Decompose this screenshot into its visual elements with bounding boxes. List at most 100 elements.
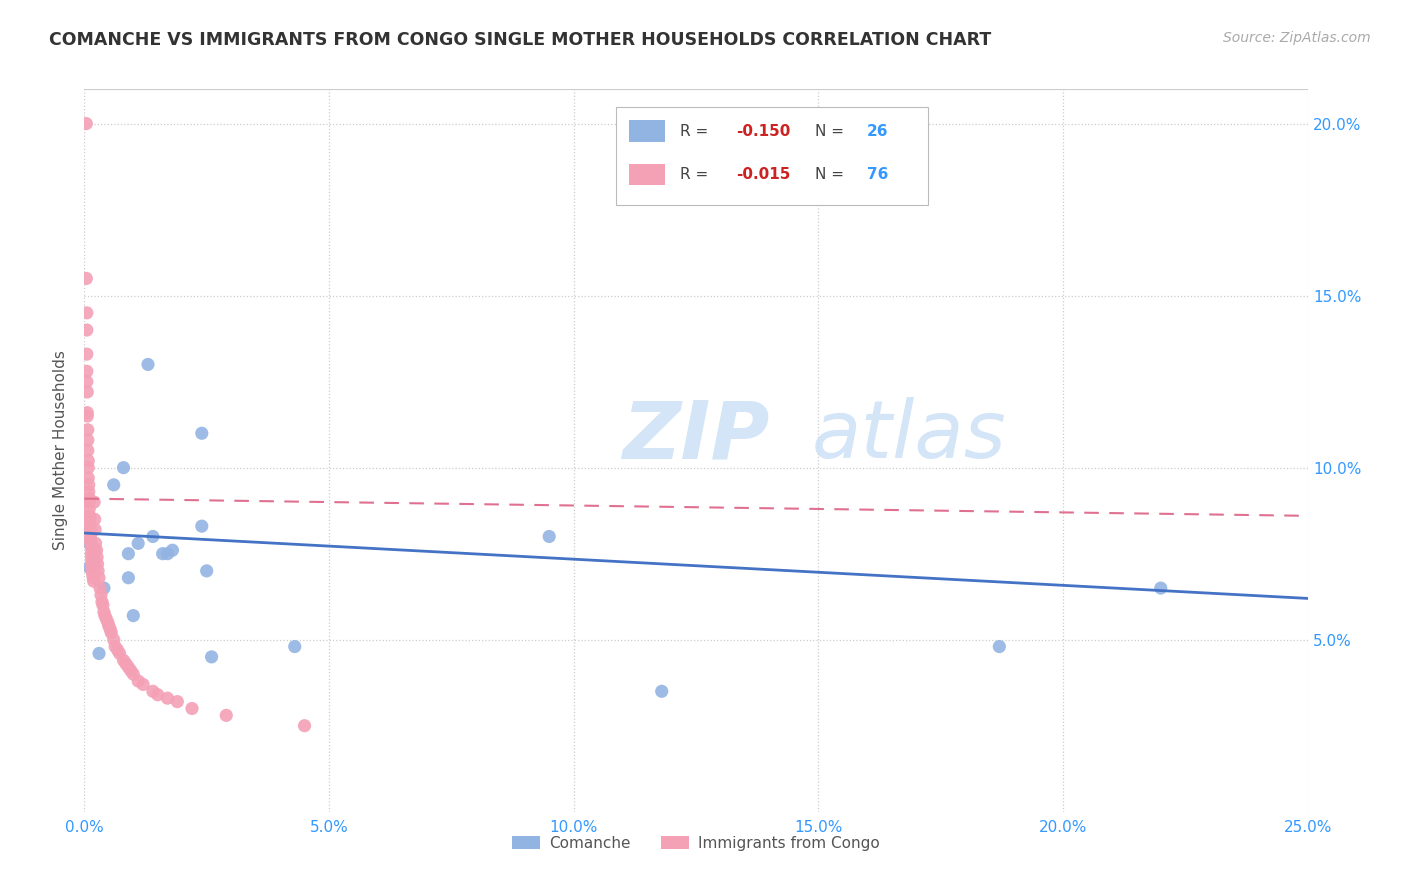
Point: [77, 495, 100, 509]
Point: [132, 677, 155, 691]
Point: [80, 540, 103, 554]
Point: [79, 519, 101, 533]
Text: ZIP: ZIP: [623, 397, 770, 475]
Text: N =: N =: [814, 167, 848, 182]
Point: [988, 640, 1011, 654]
Point: [76, 423, 98, 437]
Text: -0.015: -0.015: [737, 167, 790, 182]
Point: [96, 612, 118, 626]
Point: [89, 581, 111, 595]
Point: [87, 571, 110, 585]
Text: N =: N =: [814, 124, 848, 138]
Point: [80, 536, 103, 550]
Point: [80, 533, 103, 547]
Point: [77, 536, 100, 550]
Y-axis label: Single Mother Households: Single Mother Households: [53, 351, 69, 550]
Point: [76, 375, 98, 389]
Point: [294, 719, 316, 733]
Point: [122, 667, 145, 681]
Point: [215, 708, 238, 723]
Point: [195, 564, 218, 578]
Point: [156, 691, 179, 706]
Point: [94, 608, 117, 623]
Point: [76, 306, 98, 320]
Bar: [628, 120, 665, 142]
Point: [79, 512, 101, 526]
Point: [162, 543, 184, 558]
Point: [142, 529, 165, 543]
Point: [127, 673, 149, 688]
Point: [191, 426, 214, 441]
Point: [142, 684, 165, 698]
Point: [77, 478, 100, 492]
Point: [86, 557, 108, 571]
Point: [77, 508, 100, 523]
Point: [100, 625, 122, 640]
Point: [79, 523, 101, 537]
Point: [181, 701, 204, 715]
Point: [76, 443, 98, 458]
Point: [93, 581, 115, 595]
Point: [84, 523, 107, 537]
Point: [200, 649, 222, 664]
Point: [77, 471, 100, 485]
Point: [107, 643, 129, 657]
Point: [76, 406, 98, 420]
Point: [122, 608, 145, 623]
Point: [166, 695, 188, 709]
Point: [103, 632, 125, 647]
Point: [117, 547, 139, 561]
Point: [91, 595, 114, 609]
Point: [108, 647, 131, 661]
Point: [76, 384, 98, 399]
Point: [82, 560, 104, 574]
Point: [120, 664, 142, 678]
Point: [127, 536, 149, 550]
Point: [91, 599, 114, 613]
Point: [77, 484, 100, 499]
Point: [77, 560, 100, 574]
Point: [136, 358, 159, 372]
Point: [80, 550, 103, 565]
Text: 76: 76: [868, 167, 889, 182]
Point: [80, 547, 103, 561]
Point: [82, 557, 104, 571]
Text: R =: R =: [681, 167, 713, 182]
Point: [83, 495, 105, 509]
Point: [75, 271, 97, 285]
Text: R =: R =: [681, 124, 713, 138]
Point: [83, 553, 105, 567]
Bar: [628, 163, 665, 186]
Point: [76, 364, 98, 378]
Point: [284, 640, 307, 654]
Point: [146, 688, 169, 702]
Point: [80, 553, 103, 567]
Point: [75, 117, 97, 131]
Point: [77, 502, 100, 516]
Point: [87, 647, 110, 661]
Point: [191, 519, 214, 533]
Point: [84, 536, 107, 550]
Point: [76, 323, 98, 337]
Point: [156, 547, 179, 561]
Text: -0.150: -0.150: [737, 124, 790, 138]
Point: [104, 640, 127, 654]
Text: 26: 26: [868, 124, 889, 138]
Point: [112, 460, 135, 475]
Point: [538, 529, 561, 543]
Point: [82, 571, 104, 585]
Point: [98, 623, 121, 637]
Point: [77, 491, 100, 506]
Point: [83, 512, 105, 526]
Point: [87, 564, 110, 578]
Point: [83, 543, 105, 558]
Point: [77, 460, 100, 475]
Text: COMANCHE VS IMMIGRANTS FROM CONGO SINGLE MOTHER HOUSEHOLDS CORRELATION CHART: COMANCHE VS IMMIGRANTS FROM CONGO SINGLE…: [49, 31, 991, 49]
Point: [1150, 581, 1173, 595]
Point: [82, 564, 104, 578]
Point: [152, 547, 174, 561]
Point: [103, 478, 125, 492]
Point: [79, 529, 101, 543]
Point: [115, 657, 138, 671]
Point: [97, 615, 120, 630]
